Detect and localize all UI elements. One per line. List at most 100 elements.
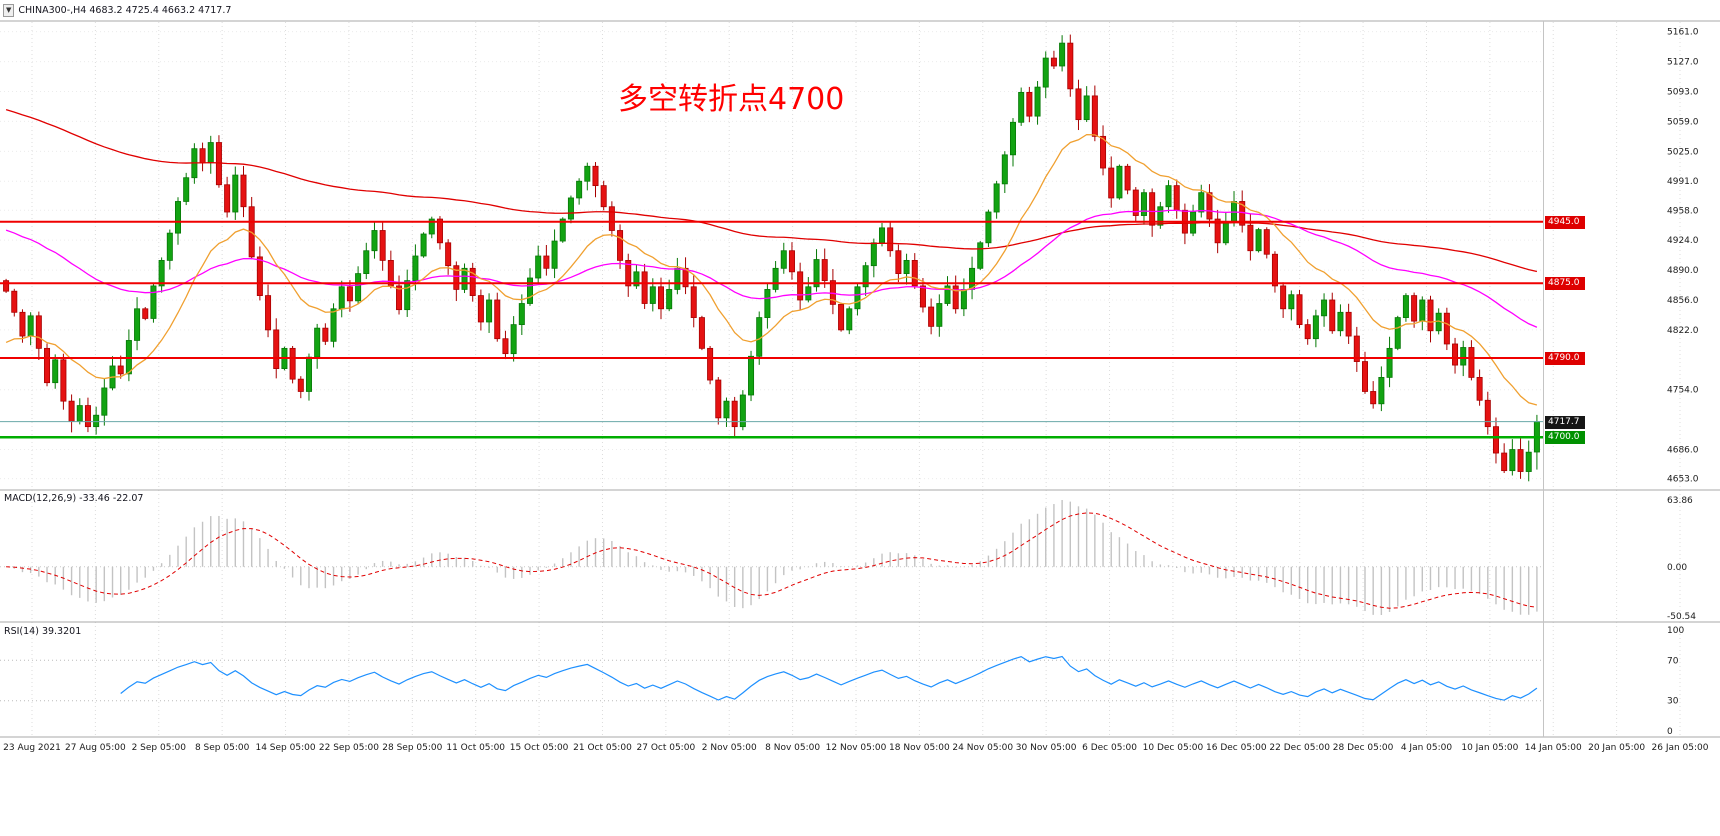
symbol-ohlc-text: CHINA300-,H4 4683.2 4725.4 4663.2 4717.7 (18, 5, 232, 16)
price-tick-label: 4958.0 (1667, 206, 1699, 216)
candle (60, 359, 67, 402)
candle (805, 286, 812, 301)
candle (682, 267, 689, 288)
candle (1263, 229, 1270, 255)
dropdown-arrow-icon[interactable]: ▼ (3, 4, 15, 17)
candle (1214, 218, 1221, 244)
candle (559, 218, 566, 242)
candle (1050, 57, 1057, 67)
candle (420, 233, 427, 257)
candle (1042, 57, 1049, 88)
candle (657, 286, 664, 310)
candle (1059, 42, 1066, 67)
rsi-layer (0, 655, 1543, 702)
candle (608, 206, 615, 231)
time-label: 30 Nov 05:00 (1016, 743, 1077, 753)
candle (35, 315, 42, 349)
candle (1484, 399, 1491, 428)
candle (207, 142, 214, 164)
candle (1124, 165, 1131, 191)
candle (289, 347, 296, 380)
moving-averages-layer (5, 108, 1538, 406)
price-tick-label: 4856.0 (1667, 296, 1699, 306)
chart-annotation-text[interactable]: 多空转折点4700 (618, 82, 845, 117)
candle (838, 303, 845, 331)
candle (224, 184, 231, 213)
candle (142, 308, 149, 319)
candle (870, 242, 877, 267)
time-label: 11 Oct 05:00 (446, 743, 505, 753)
rsi-line (120, 655, 1538, 701)
candle (117, 365, 124, 375)
candle (412, 255, 419, 282)
candle (461, 267, 468, 290)
candle (1427, 299, 1434, 332)
symbol-info-bar[interactable]: ▼ CHINA300-,H4 4683.2 4725.4 4663.2 4717… (3, 4, 231, 17)
price-tick-label: 4653.0 (1667, 475, 1699, 485)
candle (600, 185, 607, 208)
candle (1337, 311, 1344, 332)
time-label: 2 Sep 05:00 (132, 743, 187, 753)
candle (576, 180, 583, 199)
time-label: 12 Nov 05:00 (826, 743, 887, 753)
candle (76, 405, 83, 422)
candle (1460, 347, 1467, 366)
price-badge-4790.0: 4790.0 (1545, 352, 1585, 366)
time-label: 22 Dec 05:00 (1269, 743, 1330, 753)
candle (44, 347, 51, 384)
price-tick-label: 4686.0 (1667, 446, 1699, 456)
time-label: 10 Jan 05:00 (1461, 743, 1518, 753)
candle (1026, 91, 1033, 117)
candle (436, 218, 443, 244)
candle (895, 250, 902, 274)
time-label: 8 Nov 05:00 (765, 743, 820, 753)
candle (1361, 361, 1368, 392)
price-badge-4945.0: 4945.0 (1545, 215, 1585, 229)
candle (993, 183, 1000, 213)
price-tick-label: 4822.0 (1667, 326, 1699, 336)
candle (1198, 192, 1205, 213)
candle (1083, 95, 1090, 121)
candle (1157, 206, 1164, 226)
time-label: 8 Sep 05:00 (195, 743, 250, 753)
macd-scale-label: 0.00 (1667, 563, 1687, 573)
candle (330, 308, 337, 342)
candle (1468, 347, 1475, 378)
time-label: 14 Sep 05:00 (255, 743, 315, 753)
price-tick-label: 4754.0 (1667, 386, 1699, 396)
candle (1402, 295, 1409, 318)
candle (674, 267, 681, 290)
candle (322, 327, 329, 342)
candle (1501, 452, 1508, 472)
candle (518, 303, 525, 326)
candle (494, 299, 501, 340)
candle (314, 327, 321, 358)
time-label: 27 Aug 05:00 (65, 743, 126, 753)
candle (854, 286, 861, 310)
candle (633, 271, 640, 287)
time-label: 21 Oct 05:00 (573, 743, 632, 753)
candle (960, 289, 967, 310)
candle (1001, 154, 1008, 185)
candle (584, 165, 591, 182)
candle (1353, 335, 1360, 362)
candle (1452, 343, 1459, 366)
candle (862, 265, 869, 288)
time-label: 14 Jan 05:00 (1525, 743, 1582, 753)
time-label: 15 Oct 05:00 (510, 743, 569, 753)
candle (1009, 121, 1016, 156)
macd-scale-label: 63.86 (1667, 496, 1693, 506)
candle (903, 259, 910, 274)
candle (1370, 391, 1377, 405)
candle (1140, 192, 1147, 216)
candle (52, 359, 59, 384)
candle (1100, 135, 1107, 169)
macd-signal-line (6, 512, 1537, 609)
candle (919, 285, 926, 308)
candle (772, 267, 779, 290)
ma-medium-line (5, 209, 1538, 328)
candle (27, 315, 34, 337)
candle (1173, 185, 1180, 211)
candle (527, 277, 534, 304)
